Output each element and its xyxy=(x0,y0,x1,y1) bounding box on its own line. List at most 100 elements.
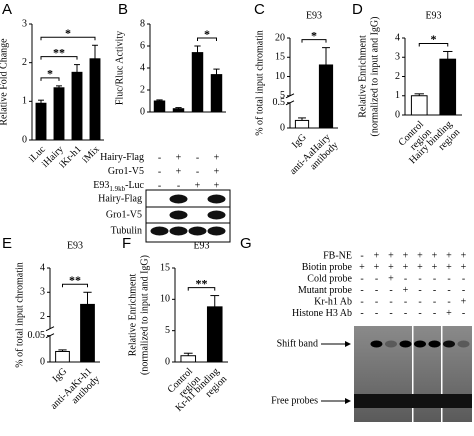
condition-sign: - xyxy=(196,166,199,177)
bar xyxy=(191,52,204,113)
y-tick-label: 5 xyxy=(165,325,170,336)
gel-sign: - xyxy=(389,308,392,319)
gel-sign: + xyxy=(417,250,423,261)
y-tick-label: 0 xyxy=(22,134,27,145)
gel-sign: - xyxy=(433,273,436,284)
condition-name: Gro1-V5 xyxy=(108,166,144,177)
gel-row-label: Mutant probe xyxy=(298,285,353,296)
significance-label: * xyxy=(204,27,210,41)
bar xyxy=(439,58,457,116)
condition-sign: + xyxy=(195,180,201,191)
gel-sign: - xyxy=(447,273,450,284)
gel-annotation: Free probes xyxy=(271,395,318,406)
gel-sign: - xyxy=(418,308,421,319)
gel-sign: + xyxy=(461,250,467,261)
condition-sign: + xyxy=(176,166,182,177)
gel-sign: - xyxy=(418,285,421,296)
gel-row-label: Histone H3 Ab xyxy=(292,308,352,319)
free-probe-band xyxy=(354,394,472,408)
significance-label: * xyxy=(65,26,71,40)
gel-sign: + xyxy=(359,262,365,273)
significance-bracket xyxy=(62,283,88,288)
gel-sign: - xyxy=(360,250,363,261)
bar xyxy=(89,58,101,141)
gel-sign: + xyxy=(388,250,394,261)
y-tick-label: 0.05 xyxy=(28,330,46,341)
panel-label: D xyxy=(352,1,363,18)
shift-band xyxy=(385,340,397,348)
blot-band xyxy=(207,226,226,236)
y-tick-label: 0 xyxy=(280,122,285,133)
bar xyxy=(294,119,310,129)
condition-sign: + xyxy=(214,180,220,191)
condition-label: Hairy-Flag xyxy=(100,152,144,163)
y-tick-label: 3 xyxy=(395,52,400,63)
gel-sign: - xyxy=(360,273,363,284)
condition-subscript: 1.9kb xyxy=(109,185,125,193)
x-tick-label: IgG xyxy=(290,132,309,151)
significance-label: ** xyxy=(69,273,81,287)
significance-bracket xyxy=(301,39,327,43)
bar xyxy=(80,303,95,363)
significance-bracket xyxy=(40,36,96,41)
condition-sign: - xyxy=(158,152,161,163)
gel-sign: - xyxy=(447,285,450,296)
gel-sign: + xyxy=(446,308,452,319)
gel-sign: - xyxy=(462,308,465,319)
bar xyxy=(180,355,197,363)
chart-title: E93 xyxy=(425,10,441,21)
y-tick-label: 1 xyxy=(22,96,27,107)
bar xyxy=(318,64,334,129)
y-axis-label: % of total input chromatin xyxy=(14,262,25,368)
condition-label: E931.9kb-Luc xyxy=(93,180,144,192)
y-tick-label: 2 xyxy=(22,57,27,68)
gel-sign: - xyxy=(433,308,436,319)
chart-title: E93 xyxy=(193,240,209,251)
y-tick-label: 15 xyxy=(160,262,170,273)
y-tick-label: 4 xyxy=(395,32,400,43)
condition-sign: - xyxy=(158,180,161,191)
significance-bracket xyxy=(40,77,60,81)
gel-annotation: Shift band xyxy=(277,338,318,349)
y-tick-label: 20 xyxy=(275,32,285,43)
gel-sign: - xyxy=(418,273,421,284)
bar xyxy=(55,350,70,363)
gel-sign: + xyxy=(432,262,438,273)
bar xyxy=(410,95,428,116)
panel-label: F xyxy=(122,235,131,252)
y-tick-label: 8 xyxy=(140,18,145,29)
y-tick-label: 0 xyxy=(140,106,145,117)
condition-sign: + xyxy=(176,152,182,163)
bar xyxy=(35,102,47,141)
y-tick-label: 3 xyxy=(40,287,45,298)
axis-break xyxy=(45,326,55,332)
condition-name: E93 xyxy=(93,180,109,191)
gel-row-label: FB-NE xyxy=(323,250,352,261)
y-tick-label: 0 xyxy=(165,356,170,367)
gel-sign: - xyxy=(375,285,378,296)
gel-sign: - xyxy=(462,285,465,296)
y-tick-label: 2 xyxy=(40,311,45,322)
bar xyxy=(210,74,223,113)
blot-label: Tubulin xyxy=(111,225,142,236)
y-tick-label: 15 xyxy=(275,52,285,63)
y-tick-label: 1 xyxy=(395,90,400,101)
significance-bracket xyxy=(197,37,217,41)
panel-label: A xyxy=(2,1,12,18)
gel-sign: - xyxy=(360,308,363,319)
panel-label: G xyxy=(240,235,252,252)
bar xyxy=(153,100,166,113)
y-tick-label: 10 xyxy=(275,71,285,82)
gel-sign: + xyxy=(388,262,394,273)
gel-sign: - xyxy=(375,273,378,284)
y-tick-label: 2 xyxy=(140,84,145,95)
y-axis-label: (normalized to input and IgG) xyxy=(139,255,150,375)
y-tick-label: 0 xyxy=(40,356,45,367)
gel-sign: - xyxy=(404,296,407,307)
blot-band xyxy=(207,194,226,204)
y-tick-label: 5 xyxy=(280,90,285,101)
gel-sign: + xyxy=(446,250,452,261)
x-tick-label: iMix xyxy=(80,144,102,166)
y-tick-label: 0.5 xyxy=(273,97,286,108)
